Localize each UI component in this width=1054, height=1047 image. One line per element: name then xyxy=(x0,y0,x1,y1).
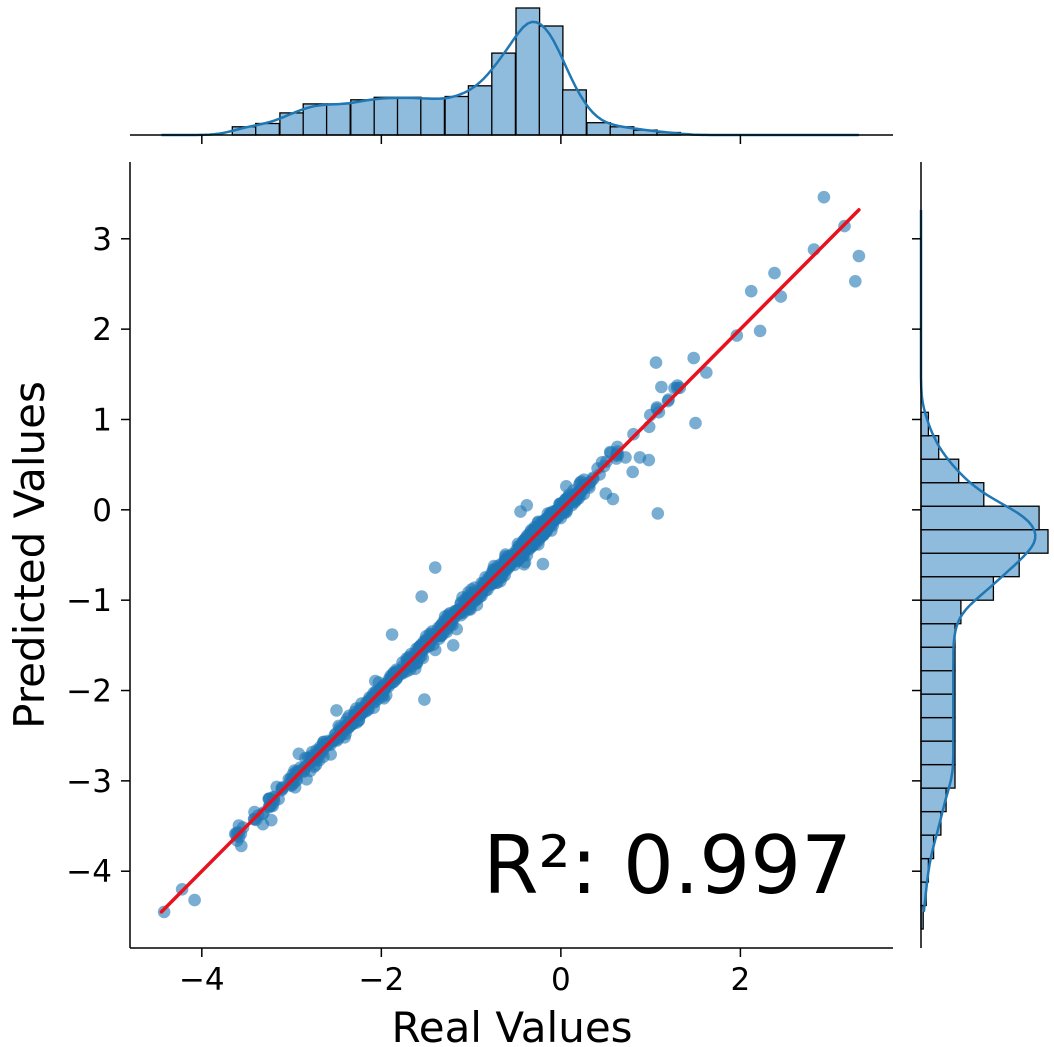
marginal-y-bar xyxy=(920,716,956,742)
marginal-x-bar xyxy=(467,85,493,136)
marginal-x-bar xyxy=(586,122,612,136)
marginal-y-histogram xyxy=(912,162,1049,948)
marginal-y-bar xyxy=(920,505,1040,531)
scatter-point xyxy=(369,674,382,688)
scatter-point xyxy=(230,826,244,839)
marginal-x-bar xyxy=(562,89,587,136)
marginal-y-bar xyxy=(920,740,956,766)
marginal-x-bar xyxy=(350,99,376,136)
scatter-point xyxy=(536,557,550,571)
y-tick-label: −1 xyxy=(66,583,112,619)
scatter-point xyxy=(655,380,668,394)
marginal-x-bar xyxy=(373,96,399,136)
y-tick-label: 1 xyxy=(92,402,112,438)
scatter-point xyxy=(852,249,866,263)
scatter-point xyxy=(627,427,640,441)
scatter-point xyxy=(649,356,663,369)
y-axis-label: Predicted Values xyxy=(5,381,54,729)
scatter-point xyxy=(753,324,767,338)
scatter-point xyxy=(450,622,464,636)
marginal-x-bar xyxy=(538,25,564,136)
x-axis-label: Real Values xyxy=(391,1003,632,1047)
marginal-x-histogram xyxy=(130,7,893,144)
scatter-point xyxy=(256,817,270,831)
fit-line xyxy=(159,208,861,914)
scatter-point xyxy=(537,524,551,537)
scatter-point xyxy=(518,555,532,569)
marginal-y-bar xyxy=(920,693,956,719)
marginal-y-bar xyxy=(920,646,956,672)
marginal-y-bar xyxy=(920,623,956,648)
marginal-x-bar xyxy=(396,96,422,136)
x-tick-label: −4 xyxy=(179,962,225,998)
y-axis-ticks: −4 −3 −2 −1 0 1 2 3 xyxy=(66,222,130,890)
y-tick-label: −4 xyxy=(66,854,112,890)
r-squared-annotation: R²: 0.997 xyxy=(483,819,852,912)
scatter-point xyxy=(626,465,639,479)
y-tick-label: 3 xyxy=(92,222,112,258)
scatter-point xyxy=(849,275,862,288)
x-tick-label: −2 xyxy=(358,962,404,998)
scatter-point xyxy=(687,351,700,365)
y-tick-label: 2 xyxy=(92,312,112,348)
scatter-point xyxy=(292,747,306,761)
scatter-point xyxy=(599,487,613,500)
x-axis-ticks: −4 −2 0 2 xyxy=(179,948,750,998)
scatter-point xyxy=(235,839,248,853)
y-tick-label: −2 xyxy=(66,674,112,710)
scatter-point xyxy=(428,643,442,657)
scatter-point xyxy=(689,416,702,430)
marginal-x-bar xyxy=(515,7,541,136)
scatter-point xyxy=(330,704,343,717)
scatter-point xyxy=(651,507,665,520)
scatter-point xyxy=(817,190,831,204)
scatter-point xyxy=(633,451,647,464)
x-tick-label: 0 xyxy=(551,962,571,998)
scatter-point xyxy=(730,329,744,342)
marginal-y-bar xyxy=(920,458,960,484)
scatter-axes: −4 −2 0 2 −4 −3 −2 −1 0 1 2 3 Real Values Predicte… xyxy=(5,162,893,1047)
scatter-point xyxy=(514,505,527,518)
marginal-y-bar xyxy=(920,599,962,625)
scatter-point xyxy=(188,893,201,907)
marginal-x-bar xyxy=(444,95,470,136)
scatter-point xyxy=(385,628,399,641)
scatter-point xyxy=(428,561,442,574)
scatter-point xyxy=(515,545,528,559)
y-tick-label: −3 xyxy=(66,764,112,800)
scatter-point xyxy=(619,451,632,464)
marginal-x-bar xyxy=(325,103,351,136)
scatter-point xyxy=(157,905,171,919)
x-tick-label: 2 xyxy=(731,962,751,998)
scatter-point xyxy=(416,651,430,665)
y-tick-label: 0 xyxy=(92,493,112,529)
scatter-point xyxy=(415,590,429,603)
scatter-point xyxy=(744,284,758,298)
scatter-point xyxy=(768,266,781,280)
scatter-point xyxy=(560,480,573,493)
scatter-point xyxy=(446,639,460,652)
marginal-x-bar xyxy=(420,97,446,136)
marginal-y-bar xyxy=(920,576,995,601)
marginal-y-bar xyxy=(920,669,956,695)
scatter-point xyxy=(418,693,431,706)
scatter-point xyxy=(700,366,713,379)
